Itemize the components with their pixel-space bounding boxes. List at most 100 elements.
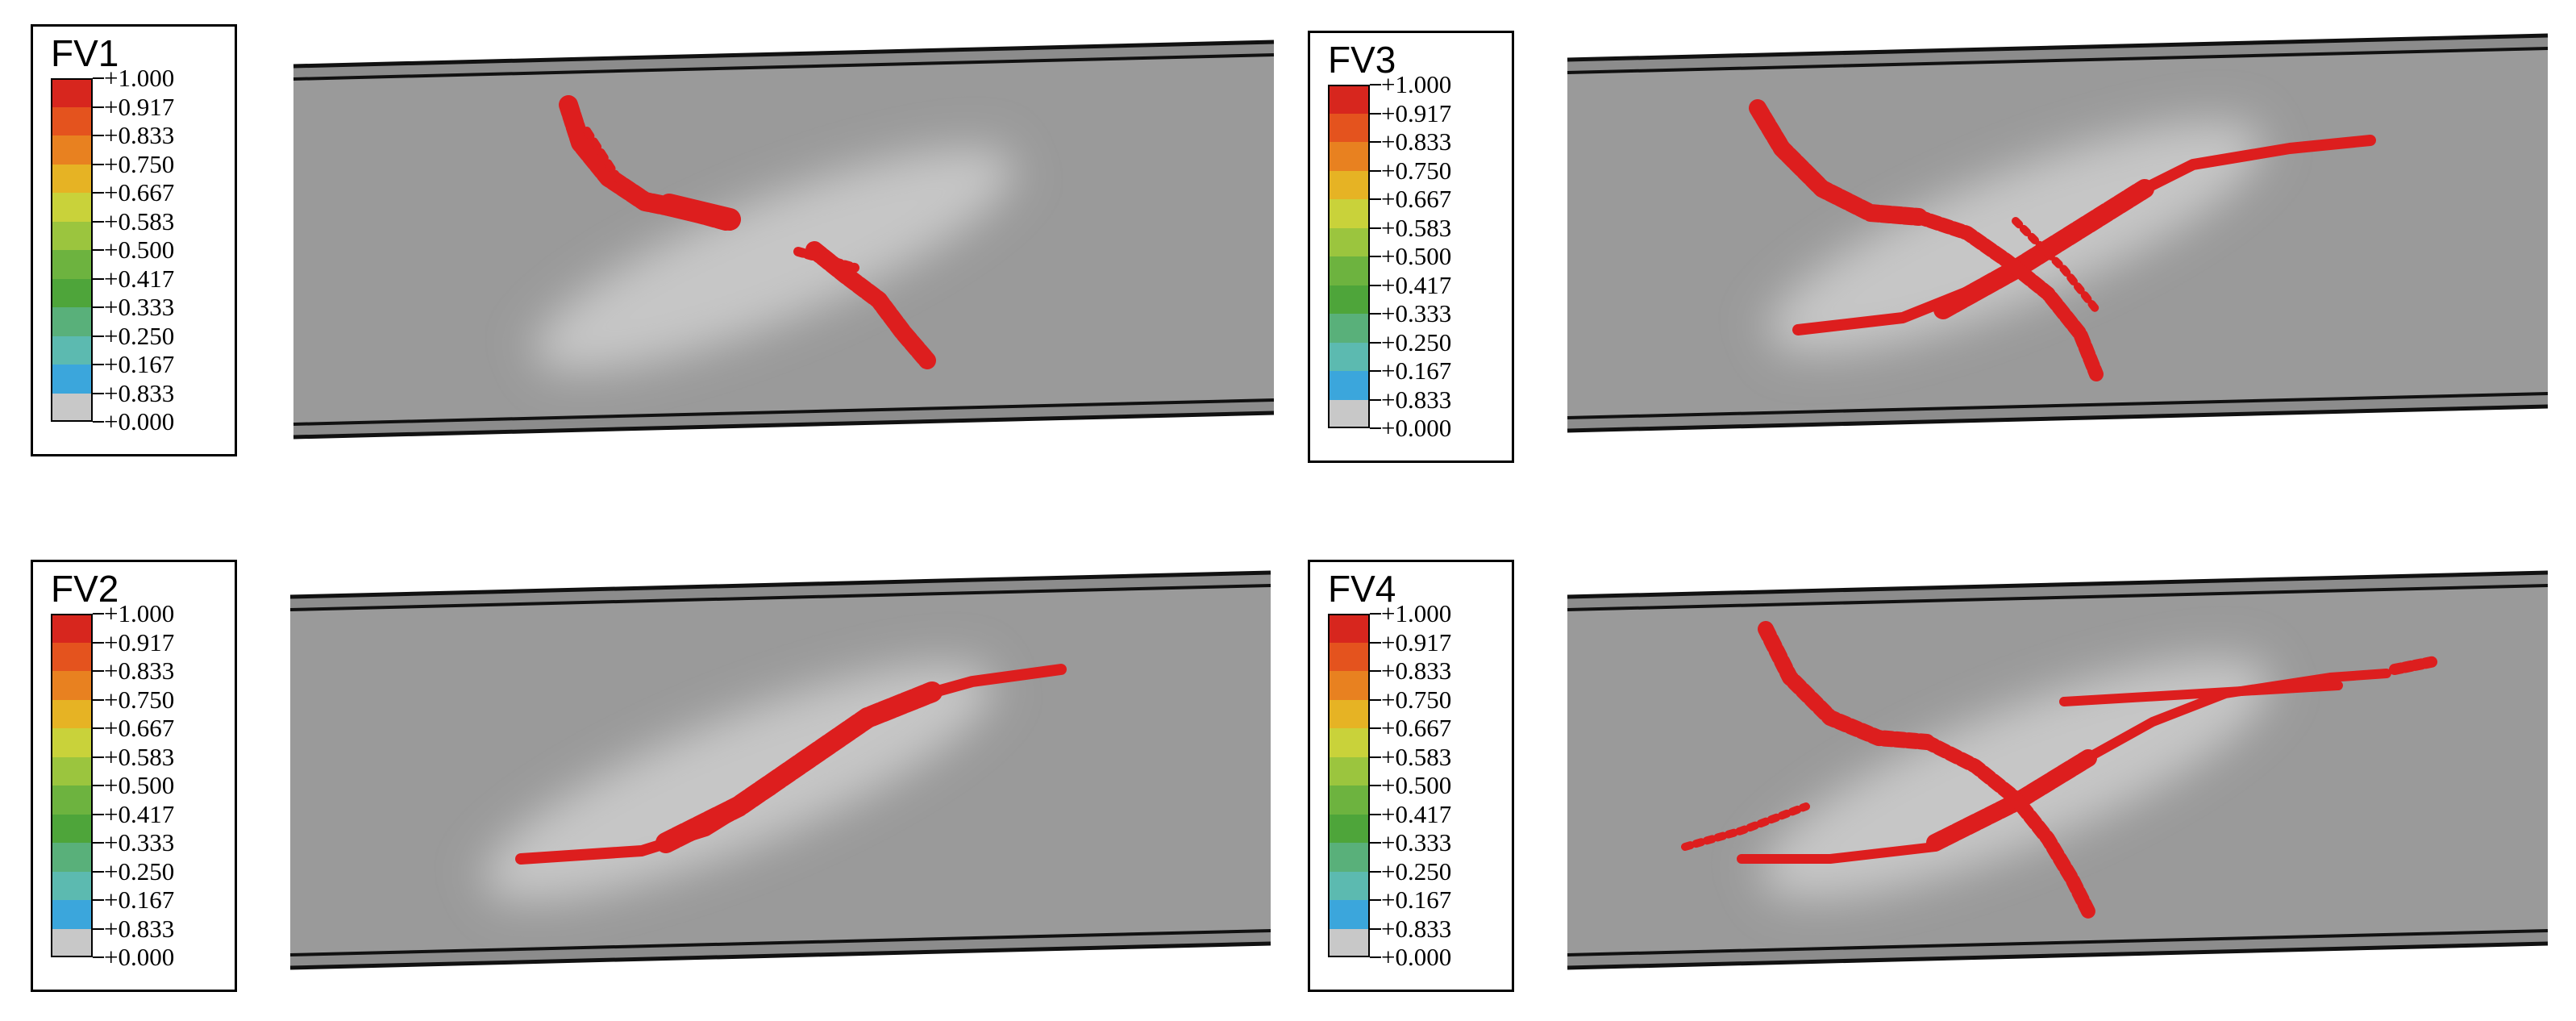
legend-label: +0.583 — [1381, 213, 1452, 242]
legend-tick — [1370, 641, 1381, 644]
legend-tick — [93, 756, 104, 758]
legend-tick — [1370, 813, 1381, 815]
legend-swatch — [1328, 928, 1370, 957]
legend-tick — [1370, 842, 1381, 844]
legend-label: +0.417 — [104, 799, 175, 828]
legend-title: FV4 — [1328, 568, 1396, 610]
legend-swatch — [51, 307, 93, 336]
legend-swatch — [1328, 642, 1370, 671]
legend-tick — [1370, 141, 1381, 143]
beam-stripe-bottom — [293, 400, 1274, 437]
legend-tick — [1370, 785, 1381, 786]
legend-tick — [1370, 84, 1381, 85]
legend-tick — [93, 956, 104, 958]
legend-label: +0.167 — [104, 886, 175, 914]
legend-swatch — [1328, 786, 1370, 815]
legend-swatch — [1328, 614, 1370, 643]
legend-swatch — [51, 278, 93, 307]
legend-swatch — [1328, 699, 1370, 728]
legend-swatch — [51, 671, 93, 700]
legend-tick — [93, 163, 104, 165]
legend-swatch — [51, 699, 93, 728]
legend-tick — [1370, 169, 1381, 172]
legend-label: +0.917 — [104, 627, 175, 656]
beam-stripe-top — [293, 42, 1274, 79]
legend-swatch — [1328, 371, 1370, 400]
legend-label: +0.417 — [1381, 799, 1452, 828]
legend-tick — [93, 77, 104, 79]
damage-zone — [533, 148, 1015, 372]
legend-tick — [1370, 313, 1381, 315]
legend-label: +0.000 — [1381, 414, 1452, 442]
legend-label: +0.750 — [1381, 685, 1452, 714]
legend-label: +0.750 — [104, 685, 175, 714]
legend-fv4: FV4 +1.000 +0.917 +0.833 +0.750 +0.667 +0.583… — [1308, 560, 1514, 992]
legend-label: +0.833 — [1381, 656, 1452, 685]
legend-tick — [1370, 927, 1381, 930]
legend-tick — [93, 641, 104, 644]
legend-swatch — [51, 365, 93, 394]
legend-label: +0.833 — [104, 914, 175, 943]
legend-swatch — [1328, 843, 1370, 872]
legend-tick — [93, 927, 104, 930]
legend-fv1: FV1 +1.000 +0.917 +0.833 +0.750 +0.667 +0.583… — [31, 24, 237, 456]
legend-tick — [1370, 198, 1381, 200]
legend-tick — [93, 135, 104, 136]
legend-tick — [93, 306, 104, 308]
beam-stripe-top — [290, 573, 1271, 610]
legend-label: +1.000 — [1381, 70, 1452, 98]
legend-label: +0.333 — [104, 828, 175, 856]
legend-swatch — [51, 250, 93, 279]
legend-title: FV2 — [51, 568, 119, 610]
crack — [1749, 99, 2376, 381]
legend-label: +0.833 — [1381, 127, 1452, 156]
legend-label: +0.250 — [1381, 327, 1452, 356]
beam-stripe-bottom — [290, 931, 1271, 968]
legend-label: +0.583 — [104, 206, 175, 235]
legend-tick — [93, 392, 104, 394]
legend-label: +0.333 — [1381, 828, 1452, 856]
legend-label: +0.500 — [1381, 242, 1452, 270]
legend-label: +0.667 — [1381, 714, 1452, 742]
legend-swatch — [1328, 85, 1370, 114]
crack — [1681, 621, 2441, 919]
legend-swatch — [51, 164, 93, 193]
legend-tick — [1370, 398, 1381, 401]
legend-label: +0.500 — [104, 235, 175, 264]
legend-label: +0.583 — [1381, 742, 1452, 771]
legend-tick — [1370, 956, 1381, 958]
legend-tick — [1370, 756, 1381, 758]
legend-tick — [93, 192, 104, 194]
legend-tick — [1370, 284, 1381, 286]
legend-label: +0.583 — [104, 742, 175, 771]
legend-swatch — [51, 135, 93, 165]
legend-swatch — [1328, 814, 1370, 843]
legend-title: FV3 — [1328, 39, 1396, 81]
legend-fv2: FV2 +1.000 +0.917 +0.833 +0.750 +0.667 +0.583… — [31, 560, 237, 992]
legend-label: +0.833 — [104, 656, 175, 685]
legend-tick — [93, 698, 104, 701]
legend-swatch — [1328, 227, 1370, 256]
beam-panel-fv1 — [290, 34, 1282, 445]
legend-label: +1.000 — [104, 599, 175, 627]
legend-label: +0.667 — [1381, 185, 1452, 213]
legend-swatch — [1328, 285, 1370, 314]
legend-label: +0.167 — [104, 350, 175, 378]
legend-tick — [93, 670, 104, 672]
legend-tick — [1370, 670, 1381, 672]
legend-label: +0.417 — [1381, 270, 1452, 299]
legend-swatch — [51, 728, 93, 757]
legend-swatch — [1328, 142, 1370, 171]
legend-tick — [1370, 899, 1381, 901]
legend-tick — [1370, 727, 1381, 729]
crack — [559, 95, 936, 369]
legend-tick — [1370, 256, 1381, 257]
legend-tick — [93, 335, 104, 337]
legend-label: +0.833 — [104, 378, 175, 407]
beam-stripe-bottom — [1567, 931, 2548, 968]
legend-tick — [1370, 227, 1381, 229]
legend-label: +1.000 — [1381, 599, 1452, 627]
legend-swatch — [1328, 113, 1370, 142]
legend-tick — [1370, 427, 1381, 429]
legend-swatch — [1328, 728, 1370, 757]
